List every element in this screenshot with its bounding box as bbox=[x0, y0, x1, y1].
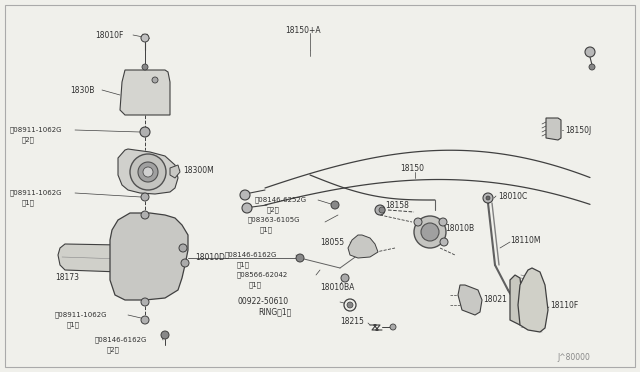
Text: 18010B: 18010B bbox=[445, 224, 474, 232]
Polygon shape bbox=[458, 285, 482, 315]
Text: 18010F: 18010F bbox=[95, 31, 124, 39]
Circle shape bbox=[179, 244, 187, 252]
Polygon shape bbox=[110, 213, 188, 300]
Polygon shape bbox=[58, 244, 130, 272]
Circle shape bbox=[379, 207, 385, 213]
Text: 、2。: 、2。 bbox=[107, 347, 120, 353]
Circle shape bbox=[331, 201, 339, 209]
Circle shape bbox=[181, 259, 189, 267]
Text: 18173: 18173 bbox=[55, 273, 79, 282]
Text: J^80000: J^80000 bbox=[557, 353, 590, 362]
Circle shape bbox=[152, 77, 158, 83]
Polygon shape bbox=[348, 235, 378, 258]
Text: 、1。: 、1。 bbox=[67, 322, 80, 328]
Text: 、1。: 、1。 bbox=[22, 200, 35, 206]
Text: 、2。: 、2。 bbox=[267, 207, 280, 213]
Text: ⓝ08911-1062G: ⓝ08911-1062G bbox=[10, 127, 63, 133]
Text: 18300M: 18300M bbox=[183, 166, 214, 174]
Text: 18215: 18215 bbox=[340, 317, 364, 327]
Polygon shape bbox=[120, 70, 170, 115]
Text: 、1。: 、1。 bbox=[237, 262, 250, 268]
Text: 18010BA: 18010BA bbox=[320, 283, 355, 292]
Circle shape bbox=[483, 193, 493, 203]
Circle shape bbox=[141, 211, 149, 219]
Text: 18010C: 18010C bbox=[498, 192, 527, 201]
Text: 、1。: 、1。 bbox=[249, 282, 262, 288]
Circle shape bbox=[142, 64, 148, 70]
Text: 18021: 18021 bbox=[483, 295, 507, 305]
Circle shape bbox=[141, 316, 149, 324]
Polygon shape bbox=[546, 118, 561, 140]
Circle shape bbox=[585, 47, 595, 57]
Text: Ⓝ08566-62042: Ⓝ08566-62042 bbox=[237, 272, 288, 278]
Text: 18158: 18158 bbox=[385, 201, 409, 209]
Text: 18010D: 18010D bbox=[195, 253, 225, 263]
Text: RING、1。: RING、1。 bbox=[258, 308, 291, 317]
Circle shape bbox=[130, 154, 166, 190]
Circle shape bbox=[143, 167, 153, 177]
Polygon shape bbox=[510, 275, 525, 325]
Circle shape bbox=[141, 193, 149, 201]
Text: ⓝ08911-1062G: ⓝ08911-1062G bbox=[10, 190, 63, 196]
Text: 、2。: 、2。 bbox=[22, 137, 35, 143]
Text: Ⓝ08363-6105G: Ⓝ08363-6105G bbox=[248, 217, 301, 223]
Polygon shape bbox=[170, 165, 180, 178]
Circle shape bbox=[390, 324, 396, 330]
Circle shape bbox=[439, 218, 447, 226]
Circle shape bbox=[341, 274, 349, 282]
Circle shape bbox=[141, 34, 149, 42]
Text: 00922-50610: 00922-50610 bbox=[238, 298, 289, 307]
Circle shape bbox=[296, 254, 304, 262]
Circle shape bbox=[242, 203, 252, 213]
Circle shape bbox=[486, 196, 490, 200]
Text: 18150J: 18150J bbox=[565, 125, 591, 135]
Text: Ⓐ08146-6252G: Ⓐ08146-6252G bbox=[255, 197, 307, 203]
Text: Ⓐ08146-6162G: Ⓐ08146-6162G bbox=[225, 252, 277, 258]
Circle shape bbox=[141, 298, 149, 306]
Polygon shape bbox=[518, 268, 548, 332]
Circle shape bbox=[375, 205, 385, 215]
Text: 18150+A: 18150+A bbox=[285, 26, 321, 35]
Circle shape bbox=[440, 238, 448, 246]
Circle shape bbox=[414, 218, 422, 226]
Text: ⓝ08911-1062G: ⓝ08911-1062G bbox=[55, 312, 108, 318]
Circle shape bbox=[589, 64, 595, 70]
Text: 18110M: 18110M bbox=[510, 235, 541, 244]
Circle shape bbox=[240, 190, 250, 200]
Polygon shape bbox=[118, 149, 178, 194]
Circle shape bbox=[161, 331, 169, 339]
Circle shape bbox=[347, 302, 353, 308]
Text: 1830B: 1830B bbox=[70, 86, 94, 94]
Text: 18110F: 18110F bbox=[550, 301, 579, 310]
Text: Ⓐ08146-6162G: Ⓐ08146-6162G bbox=[95, 337, 147, 343]
Text: 、1。: 、1。 bbox=[260, 227, 273, 233]
Text: 18055: 18055 bbox=[320, 237, 344, 247]
Circle shape bbox=[140, 127, 150, 137]
Circle shape bbox=[414, 216, 446, 248]
Circle shape bbox=[421, 223, 439, 241]
Text: 18150: 18150 bbox=[400, 164, 424, 173]
Circle shape bbox=[138, 162, 158, 182]
